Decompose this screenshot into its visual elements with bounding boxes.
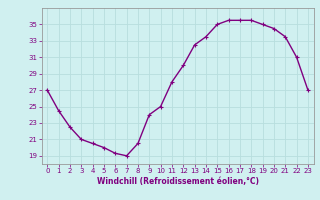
X-axis label: Windchill (Refroidissement éolien,°C): Windchill (Refroidissement éolien,°C)	[97, 177, 259, 186]
